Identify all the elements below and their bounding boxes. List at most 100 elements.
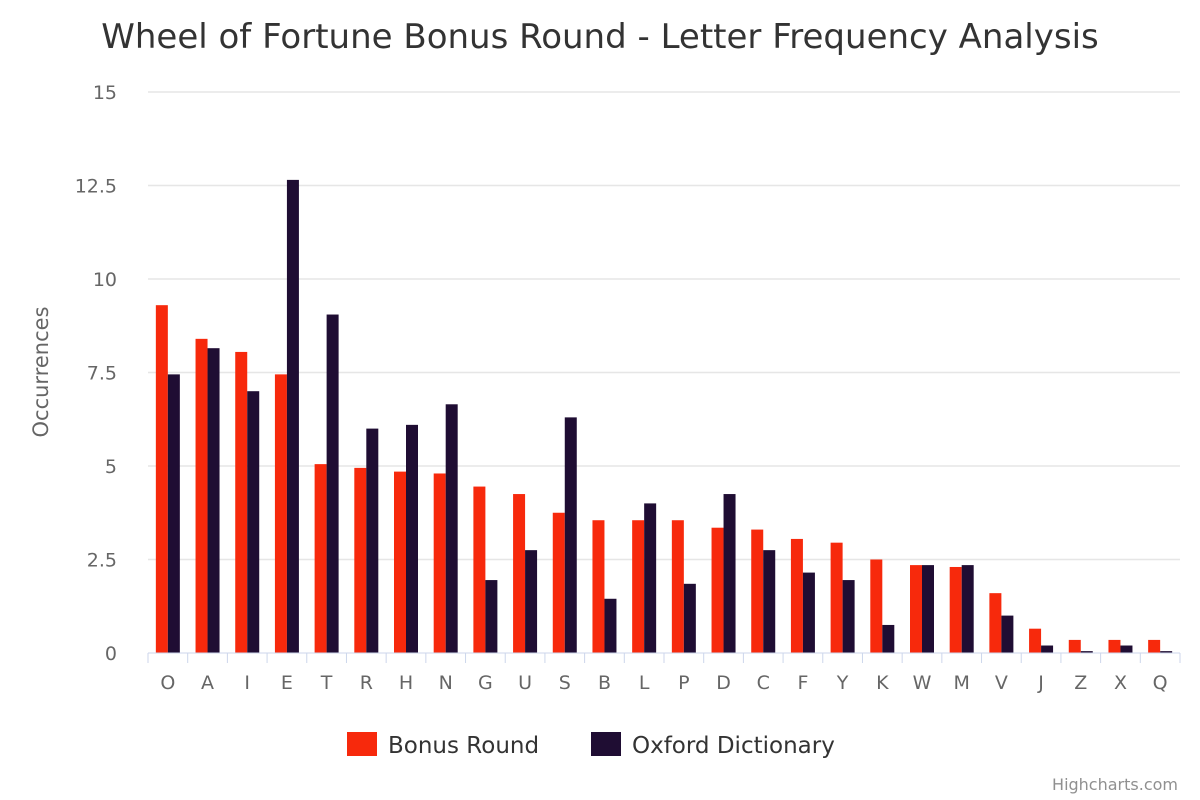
legend[interactable]: Bonus Round Oxford Dictionary [347, 732, 835, 759]
bar[interactable] [394, 471, 406, 653]
x-tick-label: E [281, 672, 293, 694]
bar[interactable] [513, 494, 526, 653]
x-tick-label: H [399, 672, 413, 694]
bar[interactable] [882, 624, 895, 653]
bar[interactable] [683, 583, 696, 653]
bar[interactable] [195, 338, 208, 653]
bar[interactable] [961, 565, 974, 653]
bar[interactable] [445, 404, 458, 653]
series-oxford-dictionary [167, 179, 1173, 653]
bar[interactable] [433, 473, 446, 653]
bar[interactable] [485, 580, 498, 653]
x-axis-tick-marks [147, 653, 1181, 663]
y-tick-label: 12.5 [75, 176, 117, 198]
x-tick-label: N [439, 672, 453, 694]
legend-swatch-oxford-dictionary [591, 732, 621, 756]
bar[interactable] [473, 486, 486, 653]
bar[interactable] [922, 565, 934, 653]
y-axis-label: Occurrences [29, 306, 53, 437]
x-tick-label: Z [1074, 672, 1087, 694]
bar[interactable] [525, 550, 538, 653]
bar[interactable] [167, 374, 180, 653]
bar[interactable] [870, 559, 883, 654]
x-tick-label: M [953, 672, 969, 694]
x-tick-label: G [478, 672, 493, 694]
bar[interactable] [949, 566, 962, 653]
bar[interactable] [1108, 639, 1121, 653]
bar[interactable] [763, 550, 776, 653]
x-tick-label: U [518, 672, 532, 694]
bar[interactable] [1160, 651, 1173, 653]
y-tick-label: 7.5 [87, 363, 117, 385]
bar[interactable] [564, 417, 577, 653]
bar[interactable] [366, 428, 379, 653]
bar[interactable] [286, 179, 299, 653]
bar[interactable] [326, 314, 339, 653]
bar[interactable] [644, 503, 657, 653]
bar[interactable] [723, 494, 736, 653]
bar[interactable] [671, 520, 684, 653]
y-tick-label: 0 [105, 643, 117, 665]
grid-lines [148, 91, 1180, 561]
bar[interactable] [1001, 615, 1014, 653]
x-tick-label: W [913, 672, 932, 694]
bars [155, 179, 1173, 654]
y-axis-ticks: 0 2.5 5 7.5 10 12.5 15 [75, 82, 117, 665]
bar[interactable] [1080, 651, 1093, 653]
bar[interactable] [989, 593, 1002, 653]
x-tick-label: F [797, 672, 808, 694]
bar[interactable] [1068, 639, 1081, 653]
bar[interactable] [207, 348, 220, 653]
bar[interactable] [235, 351, 248, 653]
bar[interactable] [155, 305, 168, 653]
bar[interactable] [274, 374, 287, 653]
x-tick-label: O [160, 672, 175, 694]
x-tick-label: Y [836, 672, 849, 694]
x-tick-label: L [639, 672, 650, 694]
series-bonus-round [155, 305, 1161, 654]
legend-label-bonus-round: Bonus Round [388, 733, 539, 759]
bar[interactable] [751, 529, 764, 653]
chart-title: Wheel of Fortune Bonus Round - Letter Fr… [101, 17, 1099, 57]
bar[interactable] [842, 580, 855, 653]
y-tick-label: 10 [93, 269, 117, 291]
y-tick-label: 5 [105, 456, 117, 478]
bar[interactable] [632, 520, 645, 653]
legend-item-bonus-round[interactable]: Bonus Round [347, 732, 539, 759]
x-tick-label: I [244, 672, 250, 694]
credits-link[interactable]: Highcharts.com [1052, 775, 1178, 794]
bar[interactable] [1148, 639, 1161, 653]
bar[interactable] [711, 527, 724, 653]
bar[interactable] [910, 565, 922, 653]
x-tick-label: T [320, 672, 333, 694]
x-tick-label: C [757, 672, 770, 694]
bar[interactable] [802, 572, 815, 653]
x-tick-label: S [559, 672, 571, 694]
bar[interactable] [314, 464, 327, 653]
y-tick-label: 2.5 [87, 550, 117, 572]
bar[interactable] [354, 467, 367, 653]
x-tick-label: D [716, 672, 731, 694]
x-tick-label: B [598, 672, 611, 694]
bar[interactable] [604, 598, 617, 653]
bar[interactable] [552, 512, 565, 653]
bar[interactable] [1041, 645, 1054, 653]
x-tick-label: K [876, 672, 889, 694]
bar[interactable] [790, 538, 803, 653]
bar[interactable] [1120, 645, 1133, 653]
x-tick-label: Q [1153, 672, 1168, 694]
bar[interactable] [830, 542, 843, 653]
y-tick-label: 15 [93, 82, 117, 104]
legend-label-oxford-dictionary: Oxford Dictionary [632, 733, 835, 759]
bar[interactable] [247, 391, 260, 653]
bar[interactable] [592, 520, 605, 653]
x-tick-label: J [1037, 672, 1044, 694]
bar[interactable] [1029, 628, 1042, 653]
x-tick-label: A [201, 672, 214, 694]
legend-swatch-bonus-round [347, 732, 377, 756]
x-tick-label: V [995, 672, 1008, 694]
legend-item-oxford-dictionary[interactable]: Oxford Dictionary [591, 732, 835, 759]
bar[interactable] [406, 424, 418, 653]
